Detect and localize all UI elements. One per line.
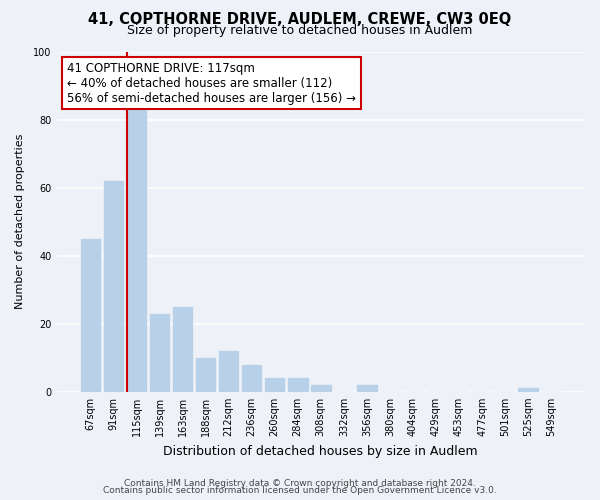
Text: Size of property relative to detached houses in Audlem: Size of property relative to detached ho… — [127, 24, 473, 37]
Bar — [150, 314, 169, 392]
Bar — [311, 385, 331, 392]
Bar — [127, 102, 146, 392]
Bar — [219, 351, 238, 392]
Text: Contains public sector information licensed under the Open Government Licence v3: Contains public sector information licen… — [103, 486, 497, 495]
Bar — [265, 378, 284, 392]
Bar — [357, 385, 377, 392]
Bar — [242, 364, 262, 392]
Text: Contains HM Land Registry data © Crown copyright and database right 2024.: Contains HM Land Registry data © Crown c… — [124, 478, 476, 488]
Bar — [104, 181, 123, 392]
Bar — [288, 378, 308, 392]
Bar — [173, 306, 193, 392]
Bar — [518, 388, 538, 392]
Text: 41 COPTHORNE DRIVE: 117sqm
← 40% of detached houses are smaller (112)
56% of sem: 41 COPTHORNE DRIVE: 117sqm ← 40% of deta… — [67, 62, 356, 104]
Bar — [196, 358, 215, 392]
Bar — [80, 238, 100, 392]
Y-axis label: Number of detached properties: Number of detached properties — [15, 134, 25, 310]
X-axis label: Distribution of detached houses by size in Audlem: Distribution of detached houses by size … — [163, 444, 478, 458]
Text: 41, COPTHORNE DRIVE, AUDLEM, CREWE, CW3 0EQ: 41, COPTHORNE DRIVE, AUDLEM, CREWE, CW3 … — [88, 12, 512, 28]
